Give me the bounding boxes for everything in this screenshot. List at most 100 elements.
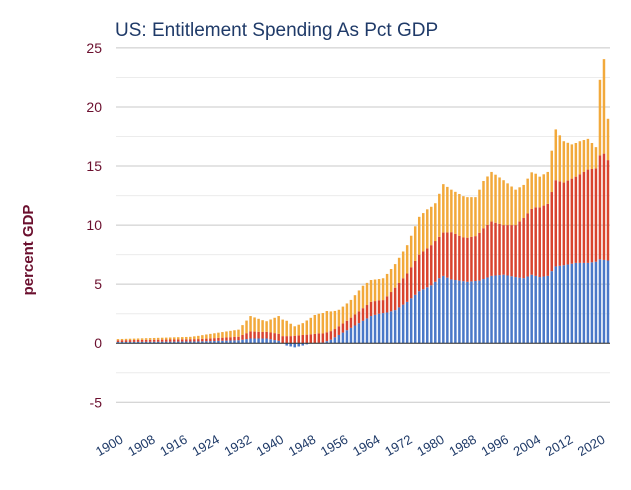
bar-1984-seg1 [454,280,457,344]
bar-1929-seg1 [233,340,236,344]
bar-1909-seg3 [152,337,156,340]
bar-2007-seg2 [546,203,549,276]
bar-1912-seg3 [164,337,168,340]
y-axis-label: percent GDP [20,205,37,296]
bar-1971-seg1 [401,304,405,344]
bar-1982-seg3 [446,186,449,233]
bar-1950-seg3 [317,313,321,334]
bar-1917-seg1 [185,341,188,344]
bar-1935-seg2 [257,331,260,339]
bar-1987-seg3 [466,197,469,238]
bar-1905-seg2 [136,339,140,342]
bar-1944-seg3 [293,326,296,336]
bar-1993-seg3 [490,171,493,222]
bar-1965-seg2 [377,300,381,314]
bar-1947-seg1 [305,343,309,345]
bar-1901-seg2 [120,340,124,343]
bar-1938-seg3 [269,319,272,333]
bar-1923-seg3 [209,333,212,339]
bar-1904-seg1 [132,341,136,344]
bar-1908-seg3 [148,338,152,340]
y-tick-label: 5 [94,276,102,292]
bar-1942-seg3 [285,320,288,337]
bar-1955-seg3 [337,309,341,327]
bar-2014-seg3 [574,143,578,177]
bar-1916-seg1 [181,341,184,344]
bar-1992-seg2 [486,224,489,278]
bar-1901-seg3 [120,338,124,341]
bar-1976-seg2 [422,251,425,290]
bar-1921-seg3 [201,335,204,339]
bar-1916-seg3 [181,337,184,340]
bar-2013-seg1 [570,263,574,344]
bar-1970-seg1 [397,307,401,344]
bar-1966-seg1 [381,313,385,344]
bar-1908-seg1 [148,341,152,344]
bar-1919-seg1 [193,341,196,344]
bar-1978-seg1 [430,285,433,344]
bar-1933-seg2 [249,331,252,339]
bar-1979-seg1 [434,281,437,344]
bar-1902-seg3 [124,338,128,341]
bar-1950-seg2 [317,333,321,343]
x-tick-label: 1932 [221,432,254,459]
bar-1944-seg1 [293,343,296,348]
bar-1970-seg2 [397,282,401,308]
bar-1933-seg3 [249,316,252,332]
bar-1934-seg3 [253,317,256,332]
y-tick-label: 15 [86,158,102,174]
bar-2009-seg2 [554,180,558,267]
x-tick-label: 1972 [382,432,415,459]
bar-2000-seg3 [518,187,521,222]
bar-2004-seg2 [534,207,537,276]
bar-1985-seg1 [458,280,461,344]
y-tick-label: -5 [90,394,103,410]
bar-1951-seg2 [321,333,325,343]
bar-1941-seg3 [281,319,284,337]
bar-1943-seg3 [289,323,292,337]
bar-1972-seg3 [405,245,409,274]
bar-2021-seg3 [602,59,606,154]
bar-1913-seg2 [168,339,172,342]
bar-1953-seg3 [329,311,333,332]
bar-1980-seg3 [438,193,441,237]
bar-1927-seg1 [225,340,228,344]
bar-1936-seg3 [261,320,264,332]
bar-1922-seg3 [205,334,208,339]
bar-1959-seg1 [353,325,357,344]
bar-2008-seg2 [550,192,554,272]
bar-1988-seg3 [470,197,473,237]
bar-1947-seg3 [305,320,309,335]
bar-1961-seg2 [361,308,365,321]
bar-2000-seg1 [518,277,521,344]
bar-1926-seg1 [221,340,224,344]
bar-1974-seg2 [413,260,417,295]
bar-2014-seg1 [574,262,578,344]
bar-1917-seg3 [185,336,188,340]
bar-1948-seg3 [309,317,313,335]
bar-1966-seg3 [381,278,385,301]
bar-2003-seg1 [530,274,533,344]
bar-1997-seg2 [506,225,509,276]
bar-1962-seg2 [365,305,369,319]
bar-1900-seg2 [116,340,120,343]
bar-1976-seg3 [422,213,425,252]
bar-1900-seg3 [116,339,120,341]
bar-2011-seg2 [562,182,566,266]
bar-1996-seg1 [502,274,505,344]
bar-1940-seg3 [277,316,280,334]
bar-1998-seg2 [510,225,513,277]
bar-1981-seg3 [442,184,445,233]
bar-2005-seg1 [538,277,541,344]
bar-1938-seg1 [269,339,272,344]
x-tick-label: 2004 [511,432,544,459]
x-tick-label: 1956 [318,432,351,459]
bar-1932-seg1 [245,339,248,344]
bar-1949-seg3 [313,314,317,334]
bar-1981-seg2 [442,232,445,276]
bar-1952-seg3 [325,311,329,333]
bar-1905-seg1 [136,341,140,344]
bar-1972-seg1 [405,301,409,344]
bar-1919-seg3 [193,336,196,340]
bar-2004-seg3 [534,173,537,208]
